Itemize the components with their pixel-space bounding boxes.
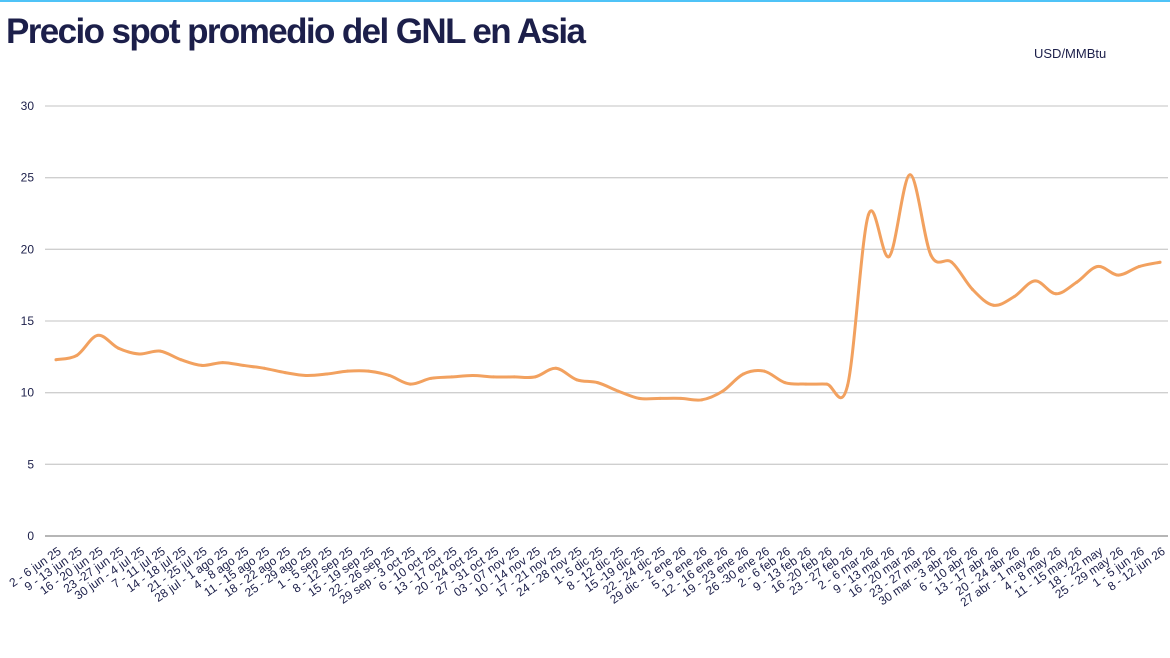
data-point (450, 375, 454, 379)
grid-lines (45, 105, 1168, 537)
data-point (200, 363, 204, 367)
data-point (54, 358, 58, 362)
data-point (221, 361, 225, 365)
data-point (533, 375, 537, 379)
data-point (866, 213, 870, 217)
data-point (304, 373, 308, 377)
data-point (241, 363, 245, 367)
data-point (387, 373, 391, 377)
top-accent-rule (0, 0, 1170, 2)
data-point (991, 303, 995, 307)
data-point (658, 396, 662, 400)
data-point (1096, 265, 1100, 269)
y-tick-label: 25 (21, 171, 35, 185)
data-point (575, 378, 579, 382)
data-point (596, 381, 600, 385)
y-tick-label: 20 (21, 242, 35, 256)
data-point (846, 384, 850, 387)
data-point (1054, 292, 1058, 296)
data-point (491, 375, 495, 379)
unit-label: USD/MMBtu (1034, 46, 1107, 61)
data-point (471, 373, 475, 377)
data-point (1137, 265, 1141, 269)
data-point (1012, 295, 1016, 299)
data-point (554, 366, 558, 370)
data-point (700, 398, 704, 402)
data-point (1075, 280, 1079, 284)
data-point (346, 369, 350, 373)
data-point (179, 358, 183, 362)
y-tick-label: 10 (21, 386, 35, 400)
data-point (950, 260, 954, 264)
data-point (887, 255, 891, 258)
series-line-0 (54, 173, 1162, 402)
data-point (75, 353, 79, 357)
data-point (158, 349, 162, 353)
data-point (137, 352, 141, 356)
data-point (262, 366, 266, 370)
data-point (429, 376, 433, 380)
data-point (971, 287, 975, 291)
y-axis-ticks: 0 5 10 15 20 25 30 (21, 99, 35, 543)
data-point (366, 369, 370, 373)
data-point (804, 382, 808, 386)
data-point (96, 333, 100, 337)
data-point (512, 375, 516, 379)
data-point (116, 346, 120, 350)
data-point (283, 371, 287, 375)
chart-title: Precio spot promedio del GNL en Asia (6, 12, 586, 51)
y-tick-label: 0 (27, 529, 34, 543)
data-point (929, 253, 933, 257)
y-tick-label: 15 (21, 314, 35, 328)
data-point (637, 396, 641, 400)
data-point (616, 389, 620, 393)
data-point (741, 372, 745, 376)
data-point (1116, 273, 1120, 277)
data-point (825, 382, 829, 386)
data-point (679, 396, 683, 400)
data-point (1158, 260, 1162, 264)
data-point (762, 369, 766, 373)
y-tick-label: 30 (21, 99, 35, 113)
y-tick-label: 5 (27, 457, 34, 471)
data-point (1033, 279, 1037, 283)
data-point (908, 173, 912, 177)
data-point (408, 382, 412, 386)
data-point (325, 372, 329, 376)
data-point (721, 389, 725, 393)
data-point (783, 381, 787, 385)
series-layer (54, 173, 1162, 402)
